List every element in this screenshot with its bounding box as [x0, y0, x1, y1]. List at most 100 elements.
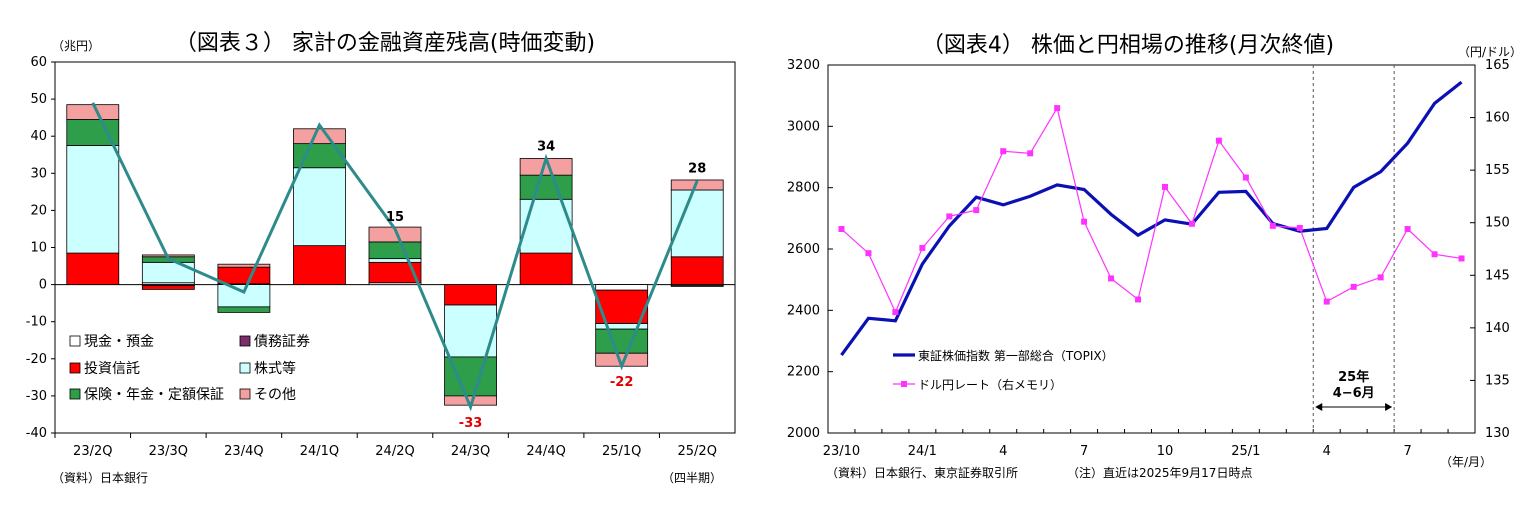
left-y-tick-label: 20 — [30, 203, 47, 218]
right-x-tick-label: 4 — [1323, 444, 1331, 459]
right-x-tick-label: 23/10 — [823, 444, 860, 459]
left-x-tick-label: 25/2Q — [678, 444, 717, 459]
right-right-y-tick-label: 140 — [1485, 321, 1510, 336]
left-data-label: -22 — [610, 375, 634, 390]
right-legend-label: ドル円レート（右メモリ） — [918, 377, 1062, 392]
left-y-tick-label: -40 — [26, 426, 47, 441]
right-left-y-tick-label: 3200 — [787, 58, 820, 73]
left-legend-swatch — [239, 362, 251, 374]
left-legend-label: 保険・年金・定額保証 — [84, 387, 224, 403]
left-x-tick-label: 24/1Q — [300, 444, 339, 459]
left-legend-label: 現金・預金 — [84, 334, 154, 350]
right-period-label: （年/月） — [1440, 455, 1492, 469]
right-left-y-tick-label: 2600 — [787, 242, 820, 257]
left-bar-segment — [670, 179, 724, 191]
right-x-tick-label: 7 — [1403, 444, 1411, 459]
left-bar-segment — [595, 328, 649, 354]
right-usdjpy-point — [1404, 226, 1411, 233]
right-usdjpy-point — [1135, 296, 1142, 303]
right-annotation-label: 4−6月 — [1333, 386, 1375, 401]
right-x-tick-label: 4 — [999, 444, 1007, 459]
left-legend-swatch — [69, 335, 81, 347]
left-legend-label: 株式等 — [254, 360, 296, 377]
left-x-tick-label: 23/3Q — [149, 444, 188, 459]
left-bar-segment — [293, 167, 346, 247]
left-legend-swatch — [239, 335, 251, 347]
right-legend-marker-usdjpy — [901, 381, 907, 387]
left-y-tick-label: 30 — [30, 166, 47, 181]
right-left-y-tick-label: 2400 — [787, 303, 820, 318]
left-bar-segment — [670, 189, 724, 258]
right-usdjpy-point — [1054, 105, 1061, 112]
right-x-tick-label: 7 — [1080, 444, 1088, 459]
left-bar-segment — [293, 128, 346, 145]
left-bar-segment — [444, 284, 497, 306]
right-topix-line — [840, 80, 1463, 357]
right-right-y-tick-label: 160 — [1485, 111, 1510, 126]
left-x-tick-label: 23/4Q — [224, 444, 263, 459]
left-y-tick-label: -20 — [26, 352, 47, 367]
right-note-label: （注）直近は2025年9月17日時点 — [1067, 465, 1252, 480]
right-usdjpy-point — [1027, 150, 1034, 157]
left-legend-swatch — [239, 388, 251, 400]
left-bar-segment — [66, 145, 120, 254]
left-chart-title: （図表３） 家計の金融資産残高(時価変動) — [175, 31, 595, 56]
left-bar-segment — [595, 284, 649, 291]
right-usdjpy-point — [946, 213, 953, 220]
left-x-tick-label: 24/2Q — [375, 444, 414, 459]
right-left-y-tick-label: 3000 — [787, 119, 820, 134]
right-usdjpy-point — [1108, 275, 1115, 282]
right-usdjpy-point — [1350, 283, 1357, 290]
right-right-y-tick-label: 155 — [1485, 163, 1510, 178]
right-legend-label: 東証株価指数 第一部総合（TOPIX） — [918, 348, 1114, 363]
left-legend-swatch — [69, 388, 81, 400]
left-total-line — [91, 102, 699, 412]
left-bar-segment — [670, 284, 724, 287]
right-right-y-tick-label: 130 — [1485, 426, 1510, 441]
left-y-tick-label: -10 — [26, 315, 47, 330]
right-usdjpy-point — [1161, 183, 1168, 190]
left-data-label: 28 — [688, 162, 706, 177]
left-x-tick-label: 23/2Q — [73, 444, 112, 459]
left-y-tick-label: 50 — [30, 92, 47, 107]
right-unit-label: （円/ドル） — [1458, 45, 1522, 59]
right-usdjpy-point — [919, 244, 926, 251]
left-data-label: 15 — [386, 210, 404, 225]
right-usdjpy-point — [892, 309, 899, 316]
left-y-tick-label: -30 — [26, 389, 47, 404]
right-left-y-tick-label: 2000 — [787, 426, 820, 441]
left-x-tick-label: 25/1Q — [602, 444, 641, 459]
left-legend-label: その他 — [254, 387, 296, 403]
left-bar-segment — [217, 263, 271, 268]
right-plot-area: 2000 2200 2400 2600 2800 3000 3200 130 135 140 145… — [787, 58, 1510, 459]
right-usdjpy-point — [1296, 224, 1303, 231]
right-usdjpy-point — [973, 207, 980, 214]
right-usdjpy-point — [1269, 222, 1276, 229]
left-legend-label: 投資信託 — [84, 361, 140, 377]
left-period-label: （四半期） — [662, 471, 722, 485]
left-bar-segment — [670, 256, 724, 285]
right-usdjpy-point — [1188, 220, 1195, 227]
right-right-y-tick-label: 145 — [1485, 268, 1510, 283]
right-source-label: （資料）日本銀行、東京証券取引所 — [826, 465, 1018, 480]
left-bar-segment — [66, 252, 120, 286]
left-legend-label: 債務証券 — [254, 334, 310, 350]
left-bar-segment — [217, 284, 271, 308]
right-annotation-arrowhead — [1385, 403, 1393, 411]
left-bar-segment — [217, 306, 271, 313]
right-x-tick-label: 25/1 — [1231, 444, 1260, 459]
right-usdjpy-point — [1081, 218, 1088, 225]
right-left-y-tick-label: 2800 — [787, 181, 820, 196]
right-usdjpy-point — [1000, 148, 1007, 155]
right-usdjpy-point — [1323, 298, 1330, 305]
left-bar-segment — [141, 285, 195, 290]
left-unit-label: （兆円） — [52, 39, 100, 53]
right-left-y-tick-label: 2200 — [787, 365, 820, 380]
left-bar-segment — [368, 258, 422, 263]
right-usdjpy-line — [841, 106, 1462, 314]
right-right-y-tick-label: 165 — [1485, 58, 1510, 73]
right-annotation-label: 25年 — [1338, 369, 1369, 385]
left-y-tick-label: 40 — [30, 129, 47, 144]
